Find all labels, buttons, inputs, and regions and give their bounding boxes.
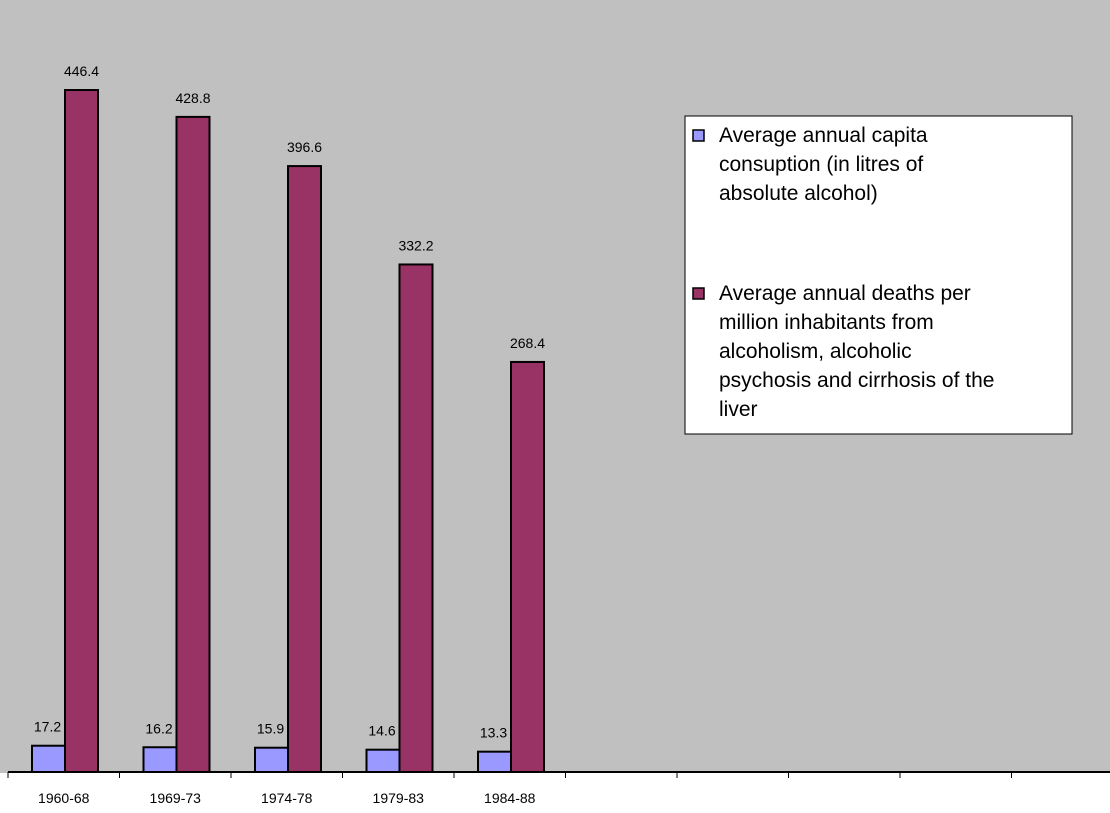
- bar-consumption: [31, 744, 66, 774]
- data-label: 428.8: [175, 90, 210, 106]
- legend-swatch-consumption: [692, 129, 705, 142]
- bar-consumption: [254, 746, 289, 773]
- category-labels-group: 1960-68 1969-73 1974-78 1979-83 1984-88: [38, 790, 536, 806]
- data-label: 446.4: [64, 63, 99, 79]
- legend-label: Average annual capita: [719, 124, 928, 147]
- data-label: 396.6: [287, 139, 322, 155]
- data-label: 15.9: [257, 721, 284, 737]
- legend-label: Average annual deaths per: [719, 282, 971, 305]
- legend-label: psychosis and cirrhosis of the: [719, 369, 994, 392]
- bar-consumption: [142, 746, 178, 773]
- bars-group: [31, 89, 545, 774]
- bar-deaths: [287, 165, 322, 774]
- x-tick-label: 1984-88: [484, 790, 536, 806]
- x-tick-label: 1979-83: [373, 790, 425, 806]
- bar-consumption: [477, 750, 512, 773]
- legend-label: million inhabitants from: [719, 311, 934, 334]
- x-tick-label: 1960-68: [38, 790, 90, 806]
- data-label: 16.2: [145, 720, 172, 736]
- legend-label: absolute alcohol): [719, 182, 878, 205]
- data-label: 14.6: [368, 723, 395, 739]
- legend-label: alcoholism, alcoholic: [719, 340, 912, 363]
- x-tick-label: 1974-78: [261, 790, 313, 806]
- x-tick-label: 1969-73: [150, 790, 202, 806]
- data-labels-group: 17.2 446.4 16.2 428.8 15.9 396.6 14.6 332.2 13.3…: [34, 63, 545, 741]
- bar-deaths: [398, 263, 434, 773]
- legend-label: consuption (in litres of: [719, 153, 923, 176]
- data-label: 268.4: [510, 335, 545, 351]
- legend: Average annual capita consuption (in litr…: [684, 115, 1073, 435]
- x-ticks-group: [7, 772, 1012, 778]
- legend-swatch-deaths: [692, 287, 705, 300]
- bar-consumption: [365, 748, 401, 774]
- data-label: 332.2: [398, 237, 433, 253]
- legend-label: liver: [719, 398, 758, 421]
- bar-deaths: [64, 89, 99, 773]
- data-label: 13.3: [480, 725, 507, 741]
- bar-deaths: [175, 115, 211, 773]
- legend-box: [684, 115, 1073, 435]
- bar-deaths: [510, 360, 545, 773]
- data-label: 17.2: [34, 719, 61, 735]
